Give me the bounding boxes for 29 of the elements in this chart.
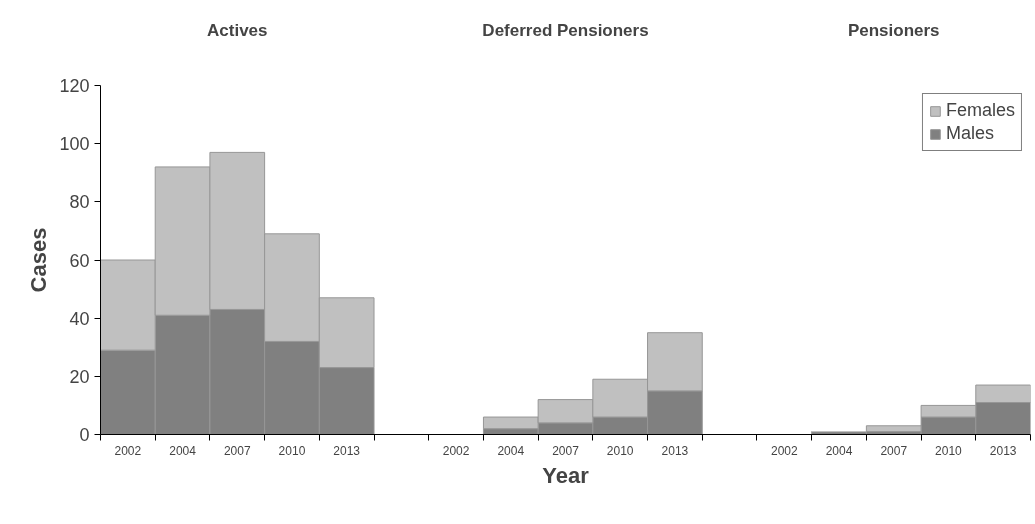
legend-label: Males xyxy=(945,123,994,144)
x-axis-title: Year xyxy=(542,462,590,488)
text: Deferred Pensioners xyxy=(482,21,649,40)
y-tick-label: 0 xyxy=(79,425,90,445)
y-tick-label: 120 xyxy=(59,76,90,96)
text: Pensioners xyxy=(847,21,940,40)
x-tick-label: 2010 xyxy=(606,443,634,458)
y-tick-label: 40 xyxy=(69,308,90,329)
x-tick-label: 2002 xyxy=(442,443,470,458)
x-tick-label: 2004 xyxy=(825,443,853,458)
x-tick-label: 2010 xyxy=(935,443,963,458)
x-tick-label: 2013 xyxy=(989,443,1017,458)
y-axis-title: Cases xyxy=(26,227,52,293)
y-tick-label: 80 xyxy=(69,192,90,213)
y-tick-label: 100 xyxy=(59,134,90,155)
x-tick-label: 2007 xyxy=(223,443,251,458)
legend-label: Females xyxy=(945,100,1015,121)
x-tick-label: 2002 xyxy=(770,443,798,458)
x-tick-label: 2013 xyxy=(661,443,689,458)
x-tick-label: 2010 xyxy=(278,443,306,458)
text: Actives xyxy=(207,21,268,40)
x-tick-label: 2004 xyxy=(169,443,197,458)
x-tick-label: 2007 xyxy=(552,443,580,458)
x-tick-label: 2007 xyxy=(880,443,908,458)
x-tick-label: 2013 xyxy=(333,443,361,458)
x-tick-label: 2004 xyxy=(497,443,525,458)
y-tick-label: 20 xyxy=(69,366,90,387)
x-tick-label: 2002 xyxy=(114,443,142,458)
y-tick-label: 60 xyxy=(69,250,90,271)
